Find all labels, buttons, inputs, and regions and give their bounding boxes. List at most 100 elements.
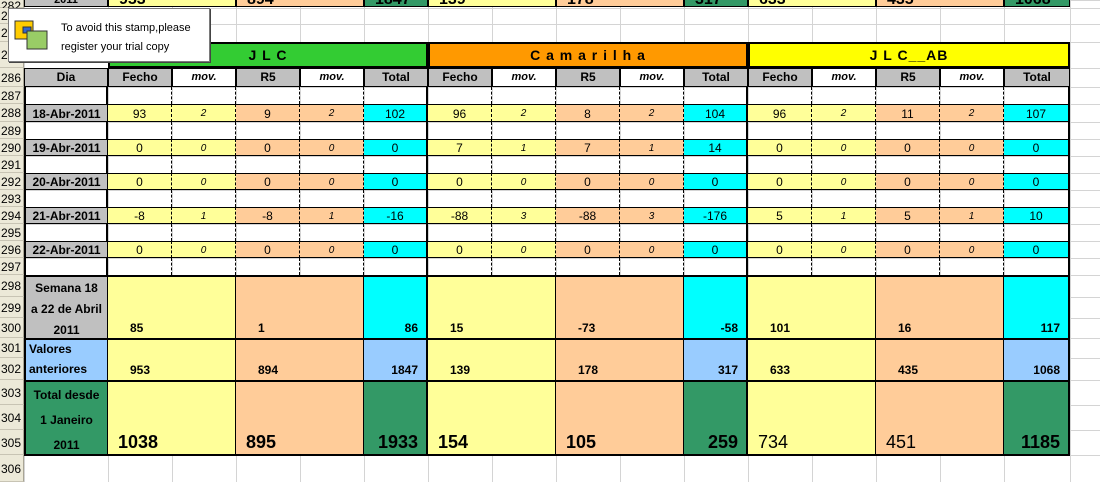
- blank-cell[interactable]: [300, 87, 364, 104]
- blank-cell[interactable]: [684, 258, 748, 275]
- day-value-cell[interactable]: 0: [556, 173, 620, 190]
- blank-cell[interactable]: [876, 258, 940, 275]
- day-value-cell[interactable]: 1: [940, 207, 1004, 224]
- blank-cell[interactable]: [812, 87, 876, 104]
- day-value-cell[interactable]: 0: [172, 241, 236, 258]
- blank-cell[interactable]: [108, 156, 172, 173]
- anteriores-value[interactable]: 894: [236, 338, 364, 380]
- day-value-cell[interactable]: 0: [876, 173, 940, 190]
- day-value-cell[interactable]: 1: [492, 139, 556, 156]
- blank-cell[interactable]: [940, 122, 1004, 139]
- total-value[interactable]: 105: [556, 380, 684, 455]
- blank-cell[interactable]: [684, 224, 748, 241]
- blank-cell[interactable]: [556, 122, 620, 139]
- day-value-cell[interactable]: 10: [1004, 207, 1070, 224]
- blank-cell[interactable]: [428, 156, 492, 173]
- anteriores-label[interactable]: Valores anteriores: [24, 338, 108, 380]
- anteriores-value[interactable]: 178: [556, 338, 684, 380]
- blank-cell[interactable]: [492, 87, 556, 104]
- row-header[interactable]: 289: [0, 122, 24, 139]
- semana-value[interactable]: 101: [748, 275, 876, 338]
- blank-cell[interactable]: [300, 224, 364, 241]
- day-value-cell[interactable]: 0: [556, 241, 620, 258]
- total-value[interactable]: 734: [748, 380, 876, 455]
- blank-cell[interactable]: [556, 258, 620, 275]
- blank-cell[interactable]: [428, 258, 492, 275]
- day-value-cell[interactable]: 7: [556, 139, 620, 156]
- day-value-cell[interactable]: 0: [364, 173, 428, 190]
- row-header[interactable]: 287: [0, 87, 24, 104]
- semana-value[interactable]: -58: [684, 275, 748, 338]
- day-value-cell[interactable]: 14: [684, 139, 748, 156]
- blank-cell[interactable]: [876, 87, 940, 104]
- day-value-cell[interactable]: 1: [620, 139, 684, 156]
- day-value-cell[interactable]: 0: [236, 139, 300, 156]
- blank-cell[interactable]: [812, 258, 876, 275]
- row-header[interactable]: 303: [0, 380, 24, 405]
- blank-cell[interactable]: [1004, 122, 1070, 139]
- row-header[interactable]: 295: [0, 224, 24, 241]
- day-value-cell[interactable]: 0: [748, 173, 812, 190]
- header-fecho[interactable]: Fecho: [108, 68, 172, 87]
- day-value-cell[interactable]: 0: [108, 241, 172, 258]
- blank-cell[interactable]: [364, 190, 428, 207]
- blank-cell[interactable]: [940, 190, 1004, 207]
- day-value-cell[interactable]: -16: [364, 207, 428, 224]
- blank-cell[interactable]: [620, 224, 684, 241]
- blank-cell[interactable]: [940, 224, 1004, 241]
- blank-cell[interactable]: [940, 156, 1004, 173]
- blank-cell[interactable]: [748, 258, 812, 275]
- day-value-cell[interactable]: 0: [172, 139, 236, 156]
- blank-cell[interactable]: [364, 224, 428, 241]
- top-partial-cell[interactable]: 2011: [24, 0, 108, 7]
- day-value-cell[interactable]: -8: [236, 207, 300, 224]
- day-label[interactable]: 19-Abr-2011: [24, 139, 108, 156]
- total-value[interactable]: 259: [684, 380, 748, 455]
- blank-cell[interactable]: [748, 224, 812, 241]
- row-header[interactable]: 298: [0, 275, 24, 297]
- semana-value[interactable]: -73: [556, 275, 684, 338]
- day-value-cell[interactable]: 93: [108, 104, 172, 122]
- header-mov[interactable]: mov.: [620, 68, 684, 87]
- semana-label[interactable]: Semana 18 a 22 de Abril 2011: [24, 275, 108, 338]
- top-partial-cell[interactable]: 435: [876, 0, 1004, 7]
- blank-cell[interactable]: [172, 224, 236, 241]
- header-mov[interactable]: mov.: [492, 68, 556, 87]
- blank-cell[interactable]: [1004, 224, 1070, 241]
- blank-cell[interactable]: [492, 190, 556, 207]
- blank-label-cell[interactable]: [24, 122, 108, 139]
- blank-cell[interactable]: [108, 258, 172, 275]
- day-value-cell[interactable]: 107: [1004, 104, 1070, 122]
- day-value-cell[interactable]: 0: [236, 241, 300, 258]
- blank-cell[interactable]: [172, 190, 236, 207]
- header-mov[interactable]: mov.: [172, 68, 236, 87]
- blank-cell[interactable]: [1004, 156, 1070, 173]
- blank-label-cell[interactable]: [24, 224, 108, 241]
- total-value[interactable]: 451: [876, 380, 1004, 455]
- day-value-cell[interactable]: 96: [748, 104, 812, 122]
- blank-cell[interactable]: [172, 156, 236, 173]
- blank-cell[interactable]: [620, 156, 684, 173]
- blank-label-cell[interactable]: [24, 190, 108, 207]
- blank-label-cell[interactable]: [24, 87, 108, 104]
- blank-cell[interactable]: [556, 156, 620, 173]
- row-header[interactable]: 297: [0, 258, 24, 275]
- blank-cell[interactable]: [236, 190, 300, 207]
- header-fecho[interactable]: Fecho: [428, 68, 492, 87]
- blank-cell[interactable]: [1004, 190, 1070, 207]
- day-value-cell[interactable]: -88: [556, 207, 620, 224]
- total-value[interactable]: 1933: [364, 380, 428, 455]
- blank-cell[interactable]: [300, 122, 364, 139]
- day-value-cell[interactable]: 3: [492, 207, 556, 224]
- top-partial-cell[interactable]: 953: [108, 0, 236, 7]
- day-value-cell[interactable]: 0: [236, 173, 300, 190]
- day-value-cell[interactable]: 96: [428, 104, 492, 122]
- row-header[interactable]: 296: [0, 241, 24, 258]
- day-label[interactable]: 18-Abr-2011: [24, 104, 108, 122]
- day-value-cell[interactable]: -8: [108, 207, 172, 224]
- blank-label-cell[interactable]: [24, 258, 108, 275]
- day-value-cell[interactable]: 0: [812, 173, 876, 190]
- anteriores-value[interactable]: 953: [108, 338, 236, 380]
- blank-cell[interactable]: [812, 122, 876, 139]
- anteriores-value[interactable]: 317: [684, 338, 748, 380]
